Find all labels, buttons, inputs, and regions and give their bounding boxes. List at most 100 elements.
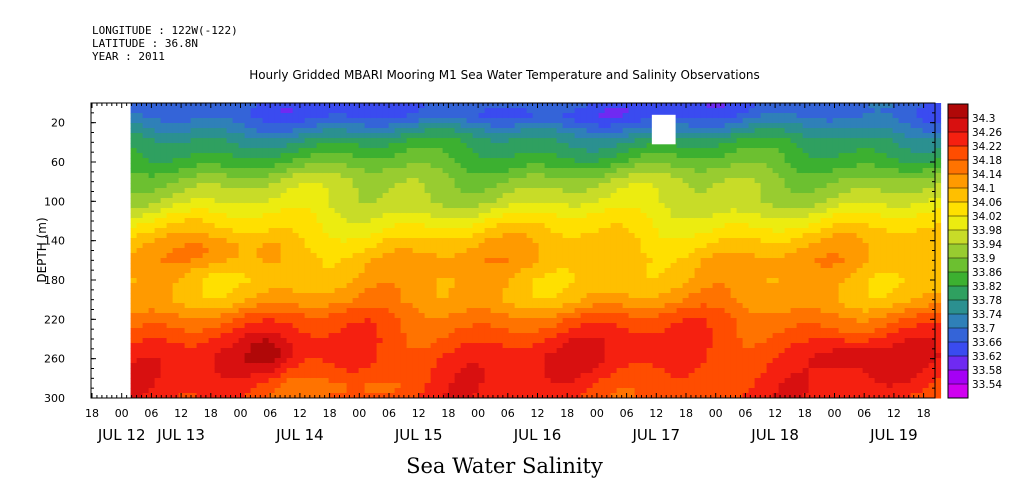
heatmap-cell [220,198,228,204]
heatmap-cell [496,223,504,229]
heatmap-cell [232,113,240,119]
heatmap-cell [514,283,522,289]
heatmap-cell [448,303,456,309]
heatmap-cell [526,218,534,224]
heatmap-cell [526,258,534,264]
heatmap-cell [160,153,168,159]
heatmap-cell [502,258,510,264]
heatmap-cell [286,328,294,334]
heatmap-cell [304,143,312,149]
heatmap-cell [196,363,204,369]
heatmap-cell [160,223,168,229]
heatmap-cell [478,258,486,264]
heatmap-cell [610,353,618,359]
heatmap-cell [466,128,474,134]
heatmap-cell [622,343,630,349]
heatmap-cell [340,178,348,184]
heatmap-cell [220,233,228,239]
heatmap-cell [526,133,534,139]
heatmap-cell [238,303,246,309]
heatmap-cell [502,288,510,294]
heatmap-cell [154,148,162,154]
heatmap-cell [556,308,564,314]
heatmap-cell [496,263,504,269]
heatmap-cell [436,138,444,144]
heatmap-cell [172,133,180,139]
heatmap-cell [358,168,366,174]
heatmap-cell [424,338,432,344]
heatmap-cell [304,238,312,244]
heatmap-cell [178,178,186,184]
heatmap-cell [358,363,366,369]
heatmap-cell [154,313,162,319]
heatmap-cell [352,363,360,369]
heatmap-cell [154,158,162,164]
heatmap-cell [346,158,354,164]
heatmap-cell [586,288,594,294]
heatmap-cell [502,213,510,219]
heatmap-cell [352,268,360,274]
heatmap-cell [346,343,354,349]
heatmap-cell [610,243,618,249]
heatmap-cell [556,303,564,309]
heatmap-cell [382,243,390,249]
heatmap-cell [214,343,222,349]
heatmap-cell [304,388,312,394]
heatmap-cell [154,318,162,324]
heatmap-cell [208,368,216,374]
heatmap-cell [316,153,324,159]
heatmap-cell [484,318,492,324]
heatmap-cell [532,163,540,169]
heatmap-cell [478,123,486,129]
heatmap-cell [370,113,378,119]
heatmap-cell [208,313,216,319]
heatmap-cell [358,238,366,244]
heatmap-cell [454,338,462,344]
heatmap-cell [220,383,228,389]
heatmap-cell [592,238,600,244]
heatmap-cell [340,148,348,154]
heatmap-cell [568,273,576,279]
heatmap-cell [190,263,198,269]
heatmap-cell [598,328,606,334]
heatmap-cell [226,138,234,144]
heatmap-cell [280,238,288,244]
heatmap-cell [274,288,282,294]
heatmap-cell [196,378,204,384]
heatmap-cell [580,113,588,119]
heatmap-cell [592,153,600,159]
heatmap-cell [244,333,252,339]
heatmap-cell [376,363,384,369]
heatmap-cell [256,318,264,324]
heatmap-cell [370,168,378,174]
heatmap-cell [628,383,636,389]
heatmap-cell [322,243,330,249]
heatmap-cell [496,168,504,174]
heatmap-cell [340,238,348,244]
heatmap-cell [178,128,186,134]
heatmap-cell [208,323,216,329]
heatmap-cell [454,233,462,239]
heatmap-cell [172,223,180,229]
heatmap-cell [472,143,480,149]
heatmap-cell [268,253,276,259]
heatmap-cell [334,178,342,184]
heatmap-cell [298,178,306,184]
heatmap-cell [556,373,564,379]
heatmap-cell [148,183,156,189]
heatmap-cell [286,218,294,224]
heatmap-cell [226,323,234,329]
heatmap-cell [412,243,420,249]
heatmap-cell [448,113,456,119]
heatmap-cell [496,278,504,284]
heatmap-cell [496,158,504,164]
heatmap-cell [280,128,288,134]
heatmap-cell [514,178,522,184]
heatmap-cell [598,358,606,364]
heatmap-cell [298,303,306,309]
heatmap-cell [334,118,342,124]
heatmap-cell [292,388,300,394]
heatmap-cell [520,388,528,394]
heatmap-cell [490,273,498,279]
heatmap-cell [238,228,246,234]
